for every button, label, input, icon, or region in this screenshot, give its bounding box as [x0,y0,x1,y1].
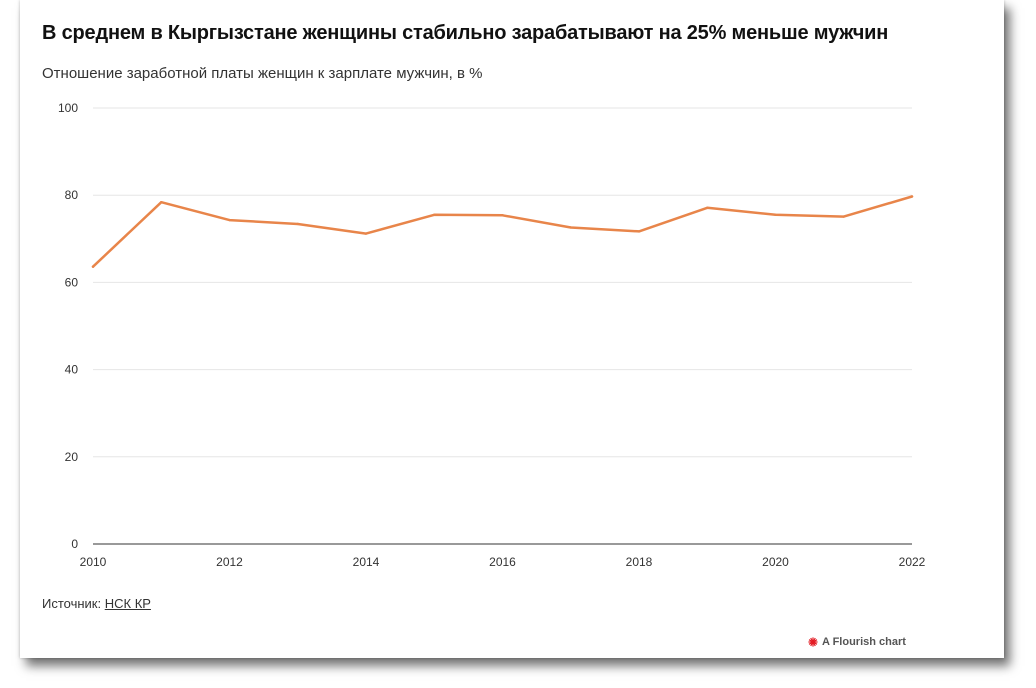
y-tick-label-100: 100 [58,101,78,115]
data-point-2011[interactable] [160,200,163,204]
y-tick-label-60: 60 [65,275,79,289]
y-tick-label-40: 40 [65,363,79,377]
source-note: Источник: НСК КР [42,596,151,611]
data-point-2010[interactable] [91,265,95,268]
flourish-logo-icon [808,637,818,647]
y-tick-label-20: 20 [65,450,79,464]
y-tick-label-0: 0 [71,537,78,551]
x-tick-label-2010: 2010 [80,555,107,569]
source-link[interactable]: НСК КР [104,596,151,611]
x-tick-label-2022: 2022 [899,555,926,569]
flourish-branding[interactable]: A Flourish chart [808,636,906,648]
series-line-0 [91,195,914,268]
x-tick-label-2014: 2014 [353,555,380,569]
y-axis: 0 20 40 60 80 100 [58,101,78,551]
x-tick-label-2012: 2012 [216,555,243,569]
data-point-2012[interactable] [228,218,231,222]
data-point-2022[interactable] [910,195,914,198]
data-point-2019[interactable] [706,206,709,210]
data-point-2021[interactable] [842,215,845,218]
data-point-2020[interactable] [774,213,777,217]
gridlines [93,107,912,458]
data-point-2013[interactable] [296,222,299,226]
data-point-2016[interactable] [501,214,504,217]
chart-card [20,0,1004,658]
data-point-2015[interactable] [433,213,436,217]
flourish-text: A Flourish chart [822,636,906,648]
chart-subtitle: Отношение заработной платы женщин к зарп… [42,65,483,82]
x-axis-labels: 2010 2012 2014 2016 2018 2020 2022 [80,555,926,569]
chart-title: В среднем в Кыргызстане женщины стабильн… [42,22,889,44]
data-point-2017[interactable] [569,226,572,229]
y-tick-label-80: 80 [65,188,79,202]
x-tick-label-2020: 2020 [762,555,789,569]
source-label: Источник: [42,596,102,611]
data-point-2018[interactable] [637,230,641,233]
data-point-2014[interactable] [364,232,368,235]
series-layer [91,195,914,268]
x-tick-label-2016: 2016 [489,555,516,569]
x-tick-label-2018: 2018 [626,555,653,569]
